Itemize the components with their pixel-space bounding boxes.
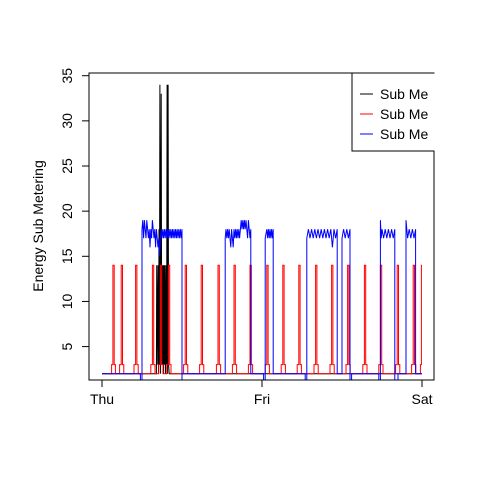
y-axis: 5 10 15 20 25 30 35 xyxy=(59,68,90,350)
legend-label: Sub Me xyxy=(380,86,428,102)
y-tick-label: 25 xyxy=(59,158,75,174)
legend-label: Sub Me xyxy=(380,106,428,122)
series-layer xyxy=(102,84,422,380)
x-tick-label: Sat xyxy=(411,391,432,407)
x-axis: Thu Fri Sat xyxy=(90,379,433,407)
y-tick-label: 5 xyxy=(59,342,75,350)
y-tick-label: 10 xyxy=(59,293,75,309)
legend-box xyxy=(351,72,435,152)
series-line-3 xyxy=(102,220,422,380)
legend: Sub Me Sub Me Sub Me xyxy=(351,72,435,152)
y-tick-label: 35 xyxy=(59,68,75,84)
legend-label: Sub Me xyxy=(380,126,428,142)
y-tick-label: 15 xyxy=(59,248,75,264)
x-tick-label: Fri xyxy=(254,391,270,407)
y-tick-label: 20 xyxy=(59,203,75,219)
y-tick-label: 30 xyxy=(59,113,75,129)
y-axis-label: Energy Sub Metering xyxy=(30,160,46,292)
x-tick-label: Thu xyxy=(90,391,114,407)
